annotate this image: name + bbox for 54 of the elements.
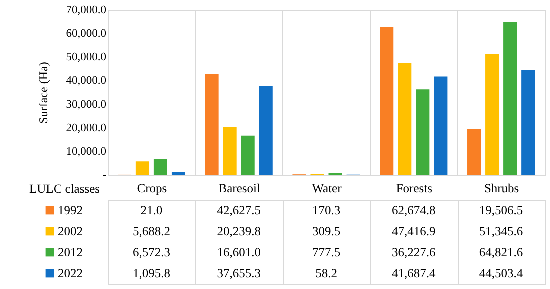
data-label: 44,503.4: [479, 266, 524, 280]
y-tick-label: 50,000.0: [66, 52, 107, 64]
bar: [259, 86, 273, 175]
data-label: 6,572.3: [132, 246, 170, 260]
x-tick-label: Shrubs: [484, 182, 520, 196]
data-label: 64,821.6: [479, 246, 524, 260]
bar: [223, 127, 237, 175]
bar: [172, 172, 186, 175]
legend-label: 2012: [58, 246, 83, 260]
bar: [241, 136, 255, 175]
x-tick-label: Water: [312, 182, 343, 196]
bar: [486, 54, 500, 175]
data-label: 309.5: [312, 224, 341, 238]
x-tick-label: Crops: [137, 182, 168, 196]
data-label: 62,674.8: [392, 204, 436, 218]
data-label: 170.3: [312, 204, 341, 218]
data-label: 16,601.0: [217, 246, 261, 260]
x-axis-title: LULC classes: [30, 182, 100, 196]
bar: [522, 70, 536, 175]
y-axis-title: Surface (Ha): [36, 62, 50, 124]
data-label: 19,506.5: [479, 204, 524, 218]
data-label: 42,627.5: [217, 204, 261, 218]
bar: [468, 129, 482, 175]
x-tick-label: Forests: [396, 182, 433, 196]
data-label: 36,227.6: [392, 246, 436, 260]
bar: [416, 90, 430, 175]
data-label: 37,655.3: [217, 266, 261, 280]
data-label: 58.2: [316, 266, 338, 280]
bar: [380, 27, 394, 175]
bar: [205, 74, 219, 175]
data-label: 20,239.8: [217, 224, 261, 238]
legend-label: 2002: [58, 224, 83, 238]
bar: [398, 63, 412, 175]
bar: [154, 160, 168, 175]
y-tick-label: 40,000.0: [66, 75, 107, 88]
y-tick-label: 10,000.0: [66, 146, 107, 158]
data-label: 51,345.6: [479, 224, 524, 238]
data-label: 41,687.4: [392, 266, 437, 280]
data-label: 21.0: [140, 204, 163, 218]
legend-label: 1992: [58, 204, 83, 218]
bar: [136, 162, 150, 175]
data-label: 5,688.2: [132, 224, 170, 238]
y-tick-label: 70,000.0: [66, 4, 107, 16]
bar: [504, 22, 518, 175]
bar: [434, 76, 448, 175]
y-tick-label: 60,000.0: [66, 28, 107, 40]
x-tick-label: Baresoil: [218, 182, 261, 196]
data-label: 1,095.8: [132, 266, 170, 280]
y-tick-label: -: [102, 170, 107, 182]
data-label: 777.5: [312, 246, 341, 260]
data-label: 47,416.9: [392, 224, 436, 238]
y-tick-label: 20,000.0: [66, 122, 107, 134]
y-tick-label: 30,000.0: [66, 98, 107, 111]
legend-label: 2022: [58, 266, 83, 280]
